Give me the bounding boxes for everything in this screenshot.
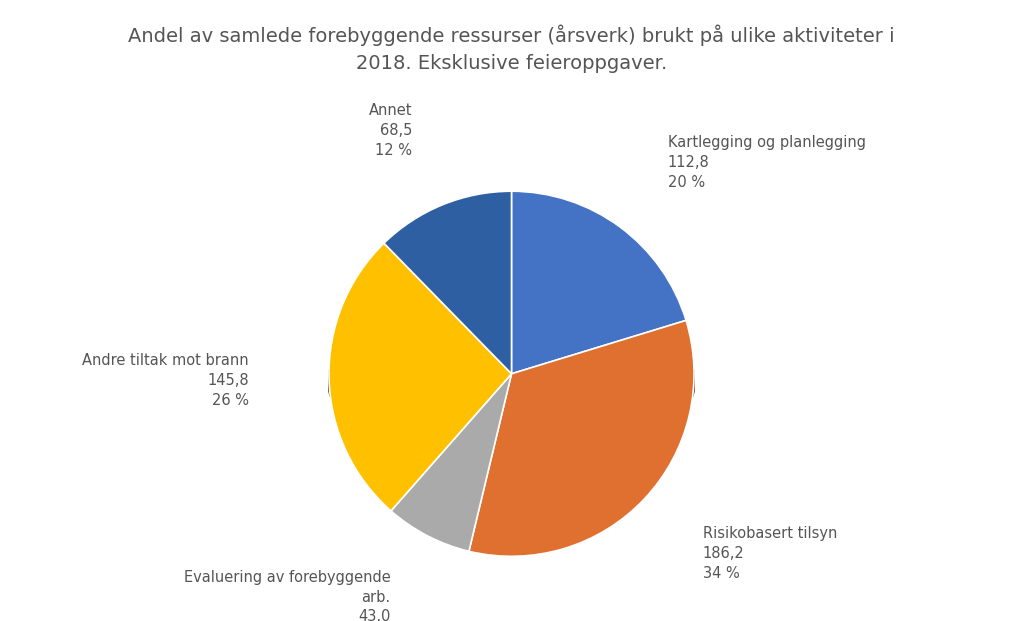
Text: Evaluering av forebyggende
arb.
43,0
8 %: Evaluering av forebyggende arb. 43,0 8 % <box>184 570 391 621</box>
Ellipse shape <box>329 327 694 443</box>
Ellipse shape <box>329 322 694 439</box>
Ellipse shape <box>329 317 694 435</box>
Wedge shape <box>391 374 512 551</box>
Ellipse shape <box>329 321 694 438</box>
Text: Andre tiltak mot brann
145,8
26 %: Andre tiltak mot brann 145,8 26 % <box>82 353 249 408</box>
Ellipse shape <box>329 324 694 441</box>
Ellipse shape <box>329 329 694 445</box>
Wedge shape <box>329 243 512 511</box>
Ellipse shape <box>329 320 694 437</box>
Text: Kartlegging og planlegging
112,8
20 %: Kartlegging og planlegging 112,8 20 % <box>668 135 865 190</box>
Ellipse shape <box>329 317 694 433</box>
Text: Risikobasert tilsyn
186,2
34 %: Risikobasert tilsyn 186,2 34 % <box>703 527 837 581</box>
Ellipse shape <box>329 325 694 442</box>
Wedge shape <box>512 191 686 374</box>
Ellipse shape <box>329 328 694 445</box>
Ellipse shape <box>329 330 694 446</box>
Text: Annet
68,5
12 %: Annet 68,5 12 % <box>369 103 412 158</box>
Text: Andel av samlede forebyggende ressurser (årsverk) brukt på ulike aktiviteter i
2: Andel av samlede forebyggende ressurser … <box>128 25 895 73</box>
Ellipse shape <box>329 319 694 435</box>
Ellipse shape <box>329 331 694 448</box>
Wedge shape <box>384 191 512 374</box>
Wedge shape <box>469 320 694 556</box>
Ellipse shape <box>329 323 694 440</box>
Ellipse shape <box>329 315 694 432</box>
